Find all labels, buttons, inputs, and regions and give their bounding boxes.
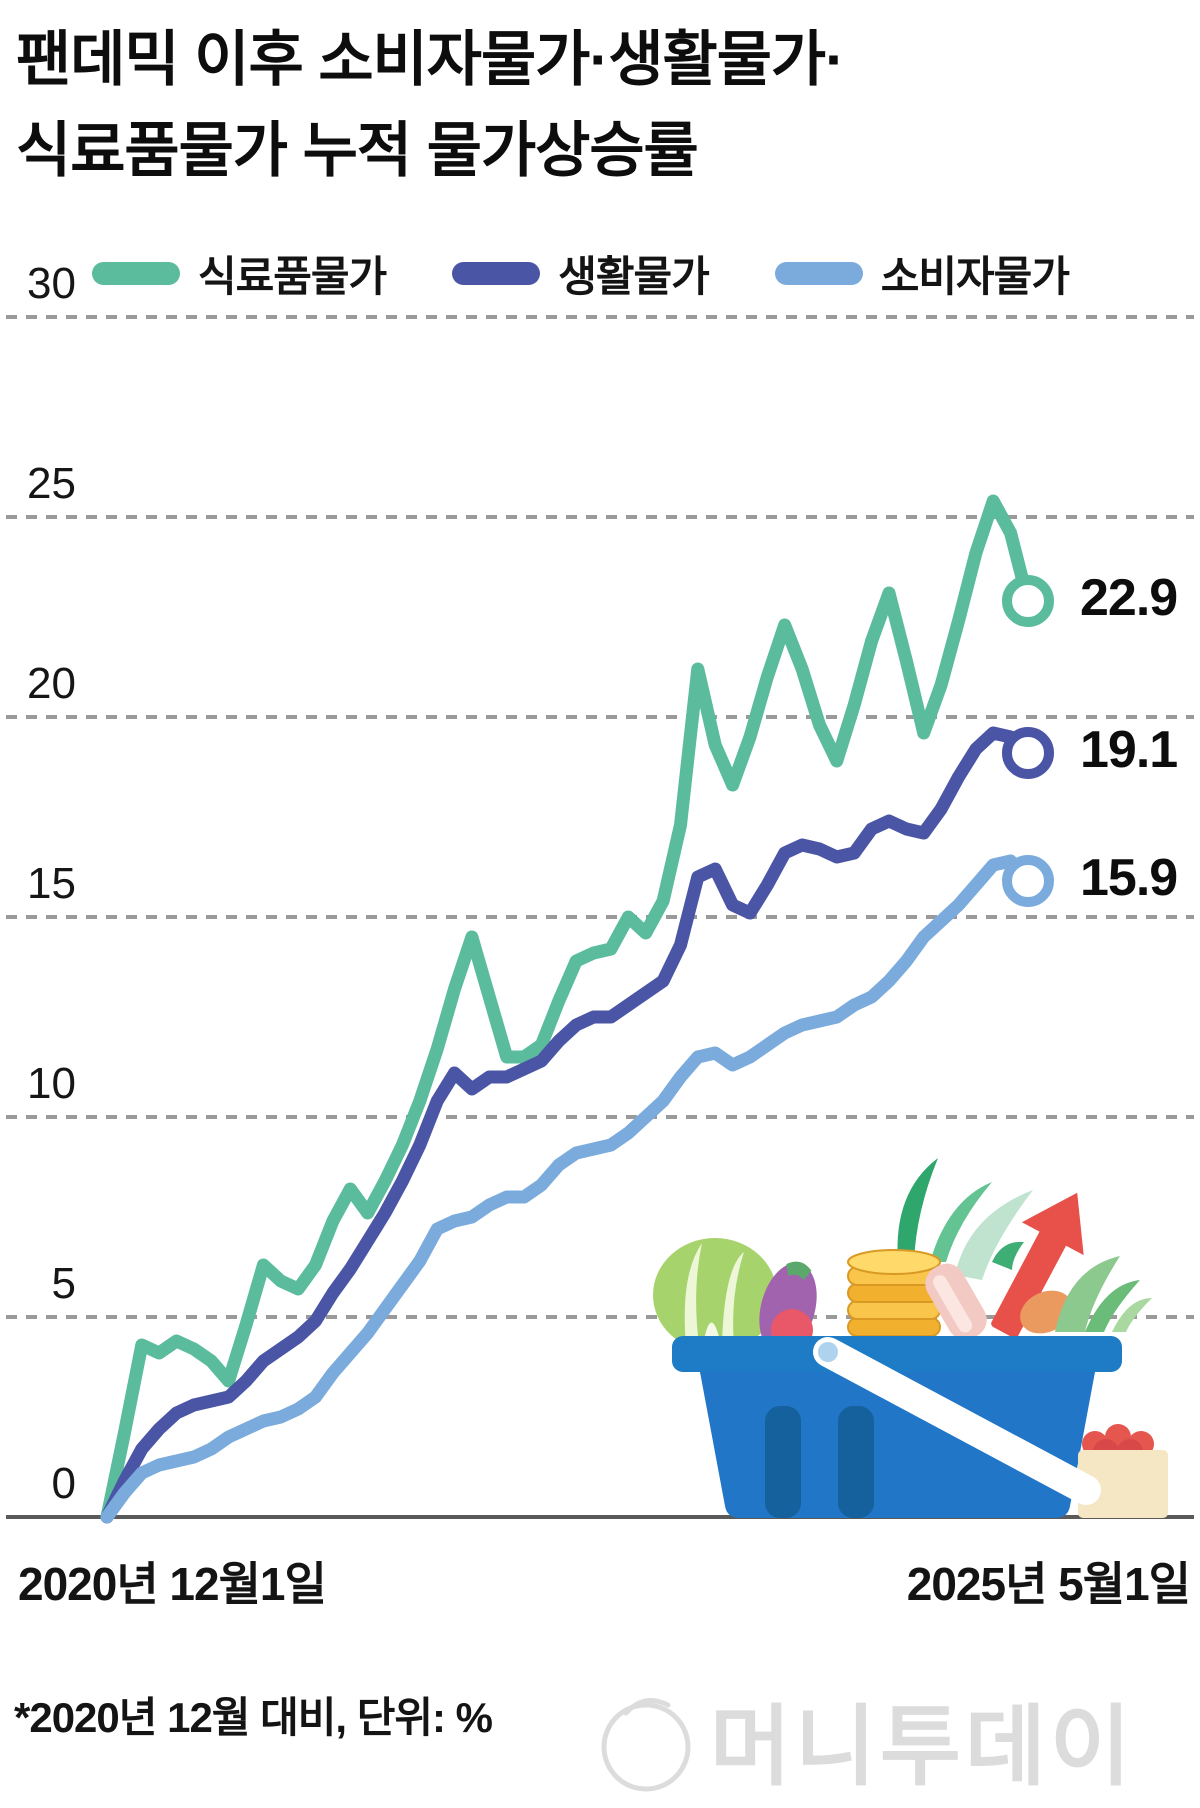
watermark-text: 머니투데이: [710, 1697, 1135, 1796]
basket-slat: [765, 1406, 801, 1518]
endpoint-marker-식료품물가: [1002, 575, 1054, 627]
x-axis-labels: 2020년 12월1일 2025년 5월1일: [18, 1548, 1191, 1614]
legend-item-식료품물가: 식료품물가: [92, 243, 387, 304]
end-value-생활물가: 19.1: [1080, 721, 1178, 779]
leek-icon: [897, 1158, 1033, 1280]
line-식료품물가: [100, 494, 1035, 1524]
sprig-icon: [992, 1241, 1024, 1270]
y-tick-5: 5: [51, 1259, 76, 1308]
watermark: 머니투데이: [596, 1676, 1135, 1803]
title-line-1: 팬데믹 이후 소비자물가·생활물가·: [16, 26, 845, 93]
end-value-소비자물가: 15.9: [1080, 849, 1178, 907]
coin-stack-icon: [847, 1249, 941, 1337]
x-axis-start-label: 2020년 12월1일: [18, 1558, 327, 1610]
line-생활물가: [100, 726, 1035, 1524]
grocery-basket-illustration: [653, 1158, 1168, 1518]
legend-swatch-소비자물가: [774, 261, 863, 285]
legend-label-소비자물가: 소비자물가: [880, 252, 1070, 300]
moneytoday-logo-icon: [601, 1697, 691, 1791]
title-line-2: 식료품물가 누적 물가상승률: [16, 117, 699, 185]
legend-swatch-식료품물가: [92, 261, 180, 285]
endpoint-marker-소비자물가: [1002, 855, 1054, 907]
page-title: 팬데믹 이후 소비자물가·생활물가· 식료품물가 누적 물가상승률: [16, 14, 1186, 196]
basket-rim: [672, 1336, 1122, 1372]
y-tick-10: 10: [27, 1059, 76, 1108]
basket-slat: [838, 1406, 874, 1518]
y-tick-20: 20: [27, 659, 76, 708]
basket-handle-pivot: [818, 1342, 838, 1362]
gridlines: [6, 315, 1194, 1319]
y-tick-25: 25: [27, 459, 76, 508]
x-axis-end-label: 2025년 5월1일: [906, 1558, 1191, 1610]
endpoint-marker-생활물가: [1002, 727, 1054, 779]
berry-box-icon: [1078, 1424, 1168, 1518]
price-up-arrow-icon: [991, 1192, 1084, 1338]
end-value-식료품물가: 22.9: [1080, 569, 1178, 627]
cabbage-icon: [653, 1238, 777, 1352]
legend: 식료품물가 생활물가 소비자물가: [92, 243, 1070, 304]
endpoint-markers: [1002, 575, 1054, 907]
legend-swatch-생활물가: [452, 261, 541, 285]
legend-label-생활물가: 생활물가: [558, 252, 710, 300]
footnote: *2020년 12월 대비, 단위: %: [14, 1694, 493, 1741]
y-tick-30: 30: [27, 259, 76, 308]
greens-icon: [1055, 1256, 1152, 1332]
basket-handle: [813, 1337, 1101, 1505]
fish-icon: [925, 1263, 987, 1340]
legend-item-소비자물가: 소비자물가: [774, 243, 1070, 304]
y-tick-0: 0: [51, 1459, 76, 1508]
legend-label-식료품물가: 식료품물가: [198, 252, 387, 300]
y-tick-15: 15: [27, 859, 76, 908]
line-소비자물가: [100, 854, 1035, 1524]
legend-item-생활물가: 생활물가: [452, 243, 710, 304]
series-lines: [100, 494, 1035, 1524]
